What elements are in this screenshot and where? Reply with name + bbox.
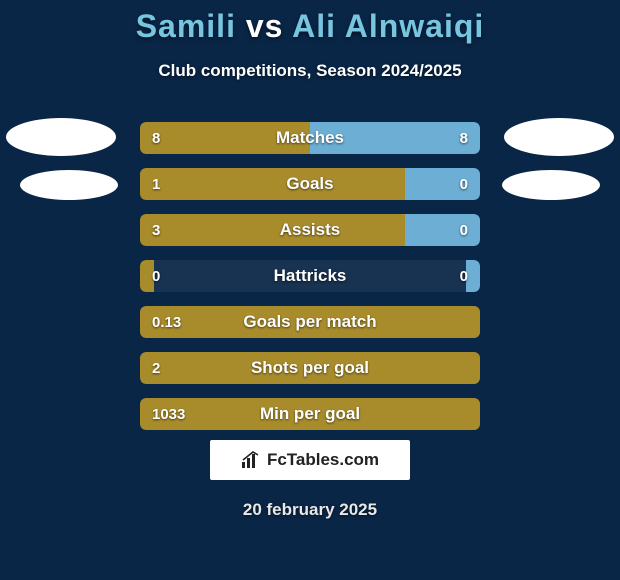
stat-bar-left xyxy=(140,122,310,154)
player2-club-placeholder xyxy=(502,170,600,200)
stat-row: 30Assists xyxy=(140,214,480,246)
vs-label: vs xyxy=(246,8,284,44)
stat-label: Hattricks xyxy=(140,260,480,292)
stat-row: 00Hattricks xyxy=(140,260,480,292)
branding-badge: FcTables.com xyxy=(210,440,410,480)
stat-row: 10Goals xyxy=(140,168,480,200)
comparison-title: Samili vs Ali Alnwaiqi xyxy=(0,0,620,45)
branding-text: FcTables.com xyxy=(267,450,379,470)
comparison-bars: 88Matches 10Goals 30Assists 00Hattricks 0.13… xyxy=(140,122,480,444)
stat-bar-right xyxy=(405,168,480,200)
player1-club-placeholder xyxy=(20,170,118,200)
snapshot-date: 20 february 2025 xyxy=(0,500,620,520)
stat-bar-left xyxy=(140,168,405,200)
stat-bar-right xyxy=(310,122,480,154)
player1-name: Samili xyxy=(136,8,236,44)
stat-row: 88Matches xyxy=(140,122,480,154)
stat-bar-left xyxy=(140,352,480,384)
player2-name: Ali Alnwaiqi xyxy=(292,8,484,44)
stat-bar-right xyxy=(405,214,480,246)
stat-row: 2Shots per goal xyxy=(140,352,480,384)
chart-icon xyxy=(241,451,261,469)
stat-row: 1033Min per goal xyxy=(140,398,480,430)
stat-row: 0.13Goals per match xyxy=(140,306,480,338)
stat-bar-left xyxy=(140,398,480,430)
stat-bar-left xyxy=(140,260,154,292)
stat-bar-left xyxy=(140,214,405,246)
player1-photo-placeholder xyxy=(6,118,116,156)
subtitle: Club competitions, Season 2024/2025 xyxy=(0,61,620,81)
stat-bar-left xyxy=(140,306,480,338)
player2-photo-placeholder xyxy=(504,118,614,156)
stat-bar-right xyxy=(466,260,480,292)
